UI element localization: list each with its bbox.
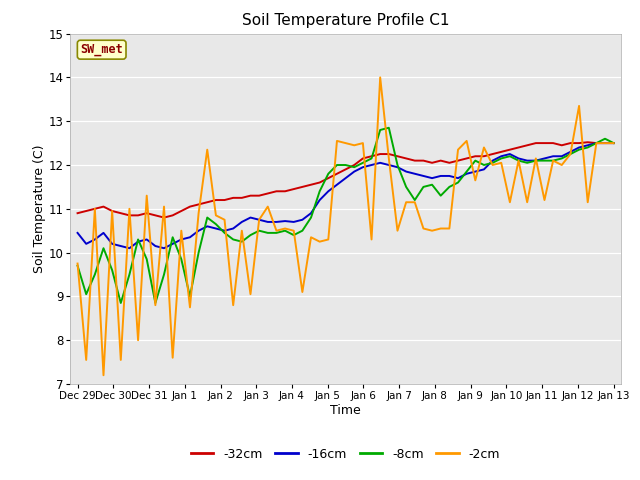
-8cm bbox=[610, 140, 618, 146]
-8cm bbox=[333, 162, 340, 168]
-16cm bbox=[246, 215, 254, 220]
Text: SW_met: SW_met bbox=[80, 43, 123, 56]
Y-axis label: Soil Temperature (C): Soil Temperature (C) bbox=[33, 144, 45, 273]
-8cm bbox=[117, 300, 125, 306]
-32cm bbox=[246, 193, 254, 199]
-32cm bbox=[584, 139, 591, 145]
-16cm bbox=[454, 175, 462, 181]
-32cm bbox=[610, 140, 618, 146]
-2cm bbox=[229, 302, 237, 308]
X-axis label: Time: Time bbox=[330, 404, 361, 417]
-16cm bbox=[593, 140, 600, 146]
-8cm bbox=[74, 263, 81, 269]
Line: -8cm: -8cm bbox=[77, 128, 614, 303]
-2cm bbox=[376, 74, 384, 80]
-16cm bbox=[333, 182, 340, 188]
Title: Soil Temperature Profile C1: Soil Temperature Profile C1 bbox=[242, 13, 449, 28]
-32cm bbox=[160, 215, 168, 220]
-2cm bbox=[100, 372, 108, 378]
-32cm bbox=[601, 140, 609, 146]
-32cm bbox=[454, 158, 462, 164]
-16cm bbox=[125, 245, 133, 251]
-2cm bbox=[333, 138, 340, 144]
-2cm bbox=[610, 140, 618, 146]
-32cm bbox=[229, 195, 237, 201]
-2cm bbox=[246, 291, 254, 297]
Legend: -32cm, -16cm, -8cm, -2cm: -32cm, -16cm, -8cm, -2cm bbox=[186, 443, 506, 466]
-8cm bbox=[385, 125, 393, 131]
-8cm bbox=[351, 164, 358, 170]
-32cm bbox=[333, 171, 340, 177]
-2cm bbox=[74, 261, 81, 266]
-8cm bbox=[463, 168, 470, 174]
Line: -16cm: -16cm bbox=[77, 143, 614, 248]
-8cm bbox=[229, 237, 237, 242]
-16cm bbox=[351, 168, 358, 174]
-16cm bbox=[74, 230, 81, 236]
-32cm bbox=[351, 162, 358, 168]
-8cm bbox=[246, 232, 254, 238]
Line: -32cm: -32cm bbox=[77, 142, 614, 217]
Line: -2cm: -2cm bbox=[77, 77, 614, 375]
-16cm bbox=[229, 226, 237, 231]
-16cm bbox=[601, 140, 609, 146]
-2cm bbox=[601, 140, 609, 146]
-32cm bbox=[74, 210, 81, 216]
-16cm bbox=[610, 140, 618, 146]
-8cm bbox=[601, 136, 609, 142]
-2cm bbox=[351, 143, 358, 148]
-2cm bbox=[463, 138, 470, 144]
